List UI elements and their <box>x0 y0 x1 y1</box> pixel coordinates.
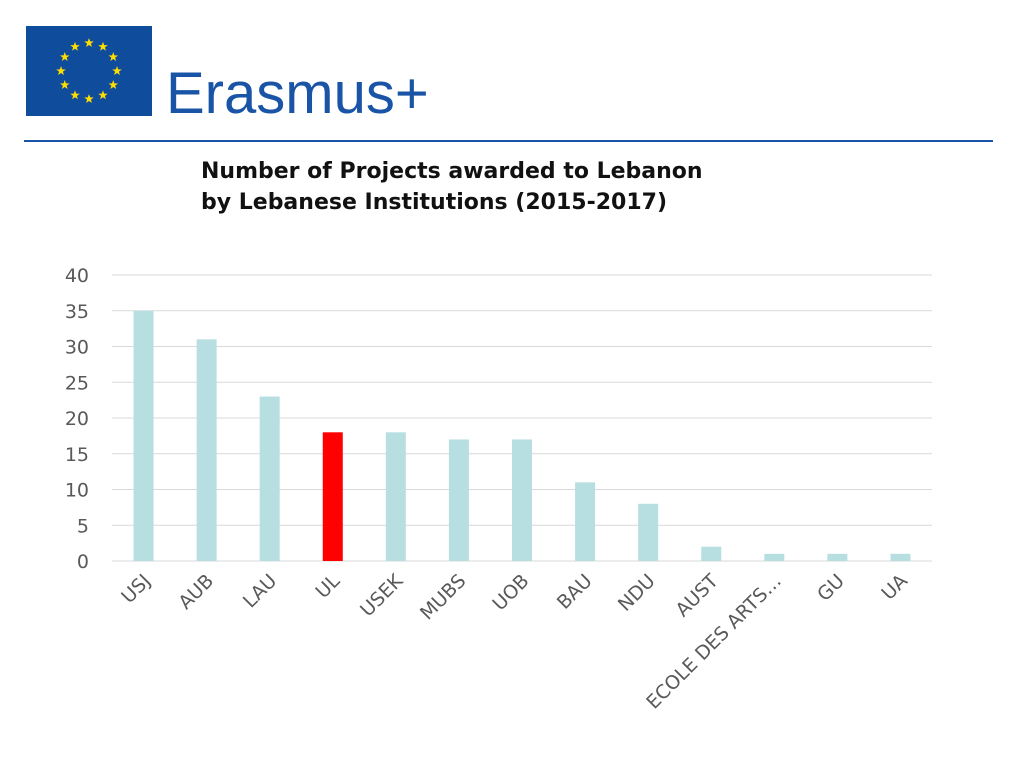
chart-title-line-1: Number of Projects awarded to Lebanon <box>201 159 703 184</box>
flag-star <box>70 90 80 100</box>
x-tick-label: USEK <box>356 570 408 622</box>
bar-lau <box>259 396 280 561</box>
y-tick-label: 5 <box>77 515 89 537</box>
y-tick-label: 20 <box>65 408 89 430</box>
bar-usj <box>133 310 154 561</box>
x-tick-label: UL <box>311 570 344 603</box>
x-tick-label: GU <box>813 570 849 606</box>
x-tick-label: USJ <box>117 570 155 608</box>
gridlines <box>112 274 932 562</box>
x-tick-label: MUBS <box>416 570 470 624</box>
x-tick-label: UA <box>877 570 912 605</box>
bar-ul <box>322 432 343 561</box>
bar-ecole-des-arts <box>764 553 785 561</box>
y-tick-label: 0 <box>77 551 89 573</box>
y-tick-label: 30 <box>65 337 89 359</box>
flag-star <box>108 80 118 90</box>
bar-usek <box>385 432 406 561</box>
eu-flag-icon <box>26 26 152 116</box>
flag-star <box>70 41 80 51</box>
bar-bau <box>575 482 596 561</box>
flag-star <box>112 66 122 76</box>
bars <box>133 310 911 561</box>
flag-star <box>98 90 108 100</box>
x-tick-label: AUST <box>671 570 723 622</box>
bar-ndu <box>638 503 659 561</box>
y-tick-label: 25 <box>65 372 89 394</box>
y-tick-label: 10 <box>65 480 89 502</box>
chart-title-line-2: by Lebanese Institutions (2015-2017) <box>201 190 668 215</box>
x-tick-label: LAU <box>239 570 281 612</box>
chart-title: Number of Projects awarded to Lebanon by… <box>201 156 703 218</box>
flag-star <box>108 52 118 62</box>
bar-aust <box>701 546 722 561</box>
x-tick-label: UOB <box>488 570 533 615</box>
flag-star <box>84 38 94 48</box>
flag-star <box>60 52 70 62</box>
bar-gu <box>827 553 848 561</box>
y-tick-label: 15 <box>65 444 89 466</box>
flag-star <box>60 80 70 90</box>
bar-mubs <box>448 439 469 561</box>
y-axis-ticks: 0 5 10 15 20 25 30 35 40 <box>65 265 89 573</box>
bar-ua <box>890 553 911 561</box>
header-divider <box>24 140 993 142</box>
bar-uob <box>512 439 532 561</box>
bar-aub <box>196 339 217 561</box>
erasmus-plus-logo-text: Erasmus+ <box>166 61 429 126</box>
flag-star <box>56 66 66 76</box>
x-tick-label: BAU <box>553 570 597 614</box>
y-tick-label: 35 <box>65 301 89 323</box>
y-tick-label: 40 <box>65 265 89 287</box>
x-tick-label: NDU <box>614 570 660 616</box>
flag-star <box>84 94 94 104</box>
flag-star <box>98 41 108 51</box>
x-tick-label: AUB <box>174 570 218 614</box>
